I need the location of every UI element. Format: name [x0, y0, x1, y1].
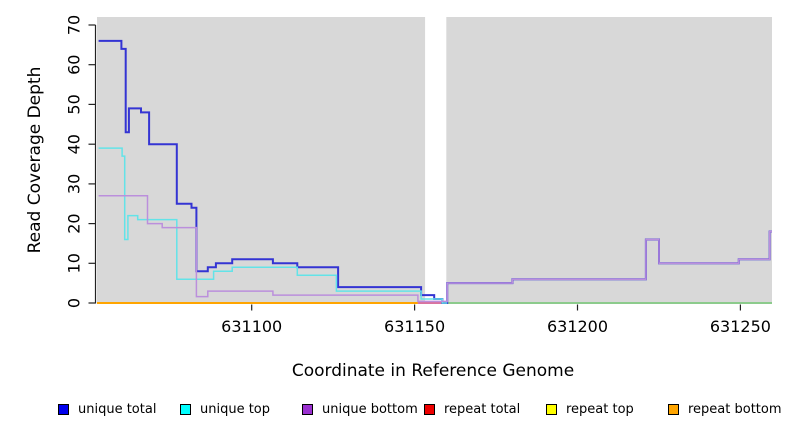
legend-swatch-icon — [58, 403, 69, 415]
legend-swatch-icon — [668, 403, 679, 415]
legend-label: repeat bottom — [688, 401, 782, 417]
y-tick-label: 20 — [65, 213, 84, 233]
legend-item-unique-total: unique total — [58, 398, 156, 420]
legend-item-repeat-total: repeat total — [424, 398, 520, 420]
no-data-gap-band — [425, 17, 447, 303]
legend-label: unique bottom — [322, 401, 418, 417]
legend-label: repeat total — [444, 401, 521, 417]
legend-swatch-icon — [302, 403, 313, 415]
series-unique-bottom — [98, 195, 772, 303]
legend-label: unique total — [78, 401, 157, 417]
y-tick-label: 50 — [65, 94, 84, 114]
legend-label: unique top — [200, 401, 271, 417]
x-tick-label: 631100 — [221, 317, 282, 336]
y-tick-label: 70 — [65, 15, 84, 35]
x-axis-title: Coordinate in Reference Genome — [292, 361, 574, 381]
y-tick-label: 40 — [65, 134, 84, 154]
legend-item-repeat-top: repeat top — [546, 398, 634, 420]
y-tick-label: 60 — [65, 55, 84, 75]
legend: unique total unique top unique bottom repea… — [0, 398, 792, 424]
series-unique-top — [98, 147, 448, 304]
legend-item-unique-top: unique top — [180, 398, 270, 420]
y-tick-label: 30 — [65, 174, 84, 194]
legend-item-repeat-bottom: repeat bottom — [668, 398, 782, 420]
x-tick-label: 631250 — [710, 317, 771, 336]
legend-swatch-icon — [180, 403, 191, 415]
y-tick-label: 10 — [65, 253, 84, 273]
legend-swatch-icon — [546, 403, 557, 415]
legend-label: repeat top — [566, 401, 634, 417]
y-tick-label: 0 — [65, 298, 84, 308]
legend-swatch-icon — [424, 403, 435, 415]
x-tick-label: 631200 — [547, 317, 608, 336]
legend-item-unique-bottom: unique bottom — [302, 398, 418, 420]
y-axis-title: Read Coverage Depth — [25, 67, 45, 254]
x-tick-label: 631150 — [384, 317, 445, 336]
